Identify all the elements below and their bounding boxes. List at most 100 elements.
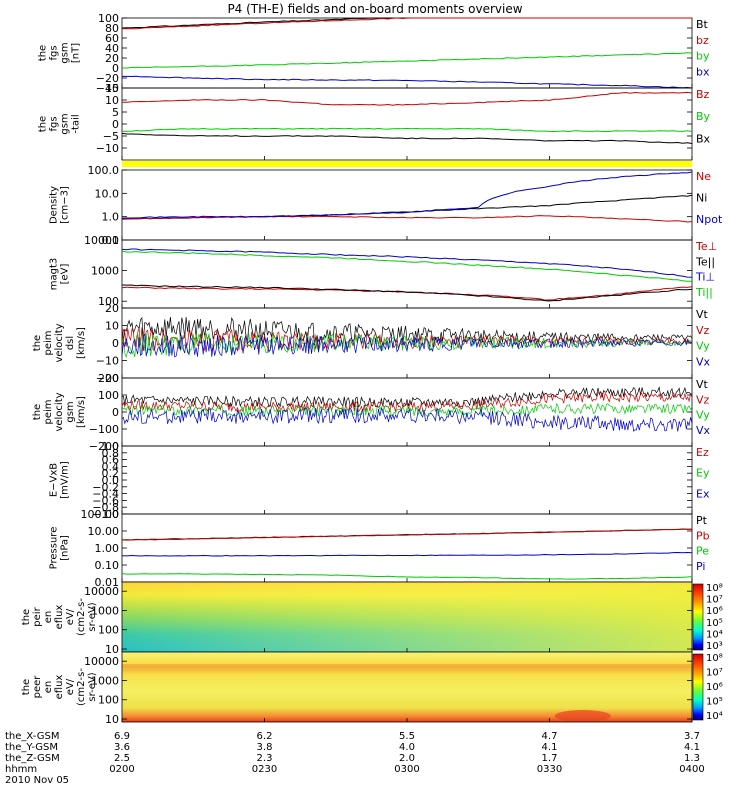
x-axis-row-value: 1.3 bbox=[684, 753, 700, 764]
yellow-flag-bar bbox=[122, 161, 692, 167]
x-axis-row-value: 0230 bbox=[252, 764, 277, 775]
y-axis-label-line: (cm2-s- bbox=[76, 598, 87, 636]
panel-3: 100.0 10.0 1.0 0.1 Density[cm−3] Ne Ni Npot bbox=[49, 164, 723, 247]
y-axis-label-line: sr-eV) bbox=[87, 602, 98, 631]
legend-item: Npot bbox=[696, 213, 723, 226]
y-tick-label: −5 bbox=[103, 130, 119, 143]
y-tick-label: 0.0 bbox=[102, 474, 120, 487]
y-axis-label: Density[cm−3] bbox=[49, 186, 71, 224]
y-tick-label: 0.10 bbox=[95, 559, 120, 572]
y-tick-label: −0.4 bbox=[92, 488, 119, 501]
y-tick-label: −1.0 bbox=[92, 508, 119, 521]
legend-item: Pt bbox=[696, 514, 708, 527]
y-axis-label-line: velocity bbox=[54, 323, 65, 362]
y-axis-label-line: velocity bbox=[54, 392, 65, 431]
y-tick-label: −20 bbox=[96, 372, 119, 385]
legend-item: by bbox=[696, 50, 710, 63]
y-tick-label: 15 bbox=[105, 82, 119, 95]
colorbar-tick-label: 10⁸ bbox=[706, 653, 723, 664]
series-line-black bbox=[121, 284, 693, 302]
y-axis-label-line: peim bbox=[43, 330, 54, 355]
y-axis-label: thefgsgsm[nT] bbox=[38, 42, 82, 63]
spectrogram-image bbox=[122, 652, 692, 722]
series-line-green bbox=[121, 127, 693, 133]
y-axis-label-line: eflux bbox=[54, 605, 65, 630]
series-line-green bbox=[122, 52, 693, 69]
colorbar-tick-label: 10⁸ bbox=[706, 583, 723, 594]
series-line-blue bbox=[121, 406, 693, 432]
series-line-blue bbox=[121, 551, 693, 557]
y-axis-label: E−VxB[mV/m] bbox=[49, 461, 71, 499]
series-line-black bbox=[121, 386, 693, 409]
panels: 100806040200−20−40thefgsgsm[nT]Btbzbybx1… bbox=[21, 12, 723, 726]
colorbar-tick-label: 10⁵ bbox=[706, 697, 723, 708]
legend-item: bz bbox=[696, 34, 709, 47]
y-tick-label: 10 bbox=[105, 713, 119, 726]
date-label: 2010 Nov 05 bbox=[5, 775, 69, 786]
legend-item: Ex bbox=[696, 487, 710, 500]
y-axis-label-line: E−VxB bbox=[49, 463, 60, 497]
y-tick-label: 10.0 bbox=[95, 187, 120, 200]
y-tick-label: 20 bbox=[105, 52, 119, 65]
series-line-blue bbox=[121, 248, 693, 278]
y-axis-label-line: [mV/m] bbox=[60, 461, 71, 499]
x-axis-row-value: 4.1 bbox=[684, 742, 700, 753]
x-axis-row-value: 4.0 bbox=[399, 742, 415, 753]
legend-item: Ez bbox=[696, 446, 709, 459]
y-axis-label: thepeerenefluxeV/(cm2-s-sr-eV) bbox=[21, 668, 98, 706]
x-axis-row-label: the_X-GSM bbox=[5, 731, 59, 742]
y-tick-label: 0.01 bbox=[95, 576, 120, 589]
y-tick-label: 0 bbox=[112, 337, 119, 350]
y-axis-label-line: magt3 bbox=[49, 258, 60, 291]
legend-item: Pb bbox=[696, 529, 710, 542]
colorbar bbox=[692, 653, 704, 721]
y-tick-label: −200 bbox=[89, 440, 119, 453]
series-line-green bbox=[121, 573, 693, 580]
y-tick-label: −20 bbox=[96, 72, 119, 85]
y-axis-label-line: peir bbox=[32, 606, 43, 626]
y-axis-label-line: -tail bbox=[71, 114, 82, 133]
legend-item: Pe bbox=[696, 545, 709, 558]
series-line-green bbox=[121, 250, 692, 282]
x-axis-row-value: 3.8 bbox=[257, 742, 273, 753]
y-axis-label-line: dsl bbox=[65, 336, 76, 350]
y-tick-label: −10 bbox=[96, 142, 119, 155]
y-axis-label-line: the bbox=[21, 609, 32, 625]
legend-item: bx bbox=[696, 65, 710, 78]
legend-item: Bz bbox=[696, 88, 710, 101]
y-tick-label: 0.8 bbox=[102, 447, 120, 460]
y-tick-label: 200 bbox=[98, 372, 119, 385]
series-line-black bbox=[121, 132, 693, 144]
y-tick-label: −10 bbox=[96, 355, 119, 368]
y-tick-label: −40 bbox=[96, 82, 119, 95]
y-axis-label-line: [eV] bbox=[60, 264, 71, 285]
legend-item: Bx bbox=[696, 132, 711, 145]
x-axis-row-value: 6.2 bbox=[257, 731, 273, 742]
panel-frame bbox=[121, 377, 693, 447]
legend-item: Vy bbox=[696, 409, 710, 422]
series-line-black bbox=[121, 194, 693, 220]
series-line-blue bbox=[121, 171, 693, 219]
x-axis-row-value: 0330 bbox=[537, 764, 562, 775]
series-line-green bbox=[121, 402, 693, 417]
y-tick-label: 0 bbox=[112, 62, 119, 75]
y-tick-label: 100 bbox=[98, 295, 119, 308]
y-tick-label: 20 bbox=[105, 302, 119, 315]
y-tick-label: −0.2 bbox=[92, 481, 119, 494]
x-axis-row-value: 2.5 bbox=[114, 753, 130, 764]
y-tick-label: 100.00 bbox=[81, 508, 120, 521]
legend-item: Vz bbox=[696, 324, 710, 337]
y-tick-label: −0.6 bbox=[92, 494, 119, 507]
y-axis-label-line: [cm−3] bbox=[60, 186, 71, 224]
y-axis-label-line: [nT] bbox=[71, 43, 82, 63]
spectrogram-band bbox=[122, 664, 692, 668]
legend-item: Vx bbox=[696, 355, 711, 368]
y-axis-label-line: en bbox=[43, 681, 54, 694]
y-tick-label: 0.2 bbox=[102, 467, 120, 480]
spectrogram-overlay bbox=[122, 582, 692, 652]
x-axis-row-label: hhmm bbox=[5, 764, 37, 775]
y-tick-label: 100 bbox=[98, 694, 119, 707]
y-axis-label-line: Density bbox=[49, 186, 60, 224]
y-tick-label: 10 bbox=[105, 94, 119, 107]
colorbar bbox=[692, 583, 704, 651]
